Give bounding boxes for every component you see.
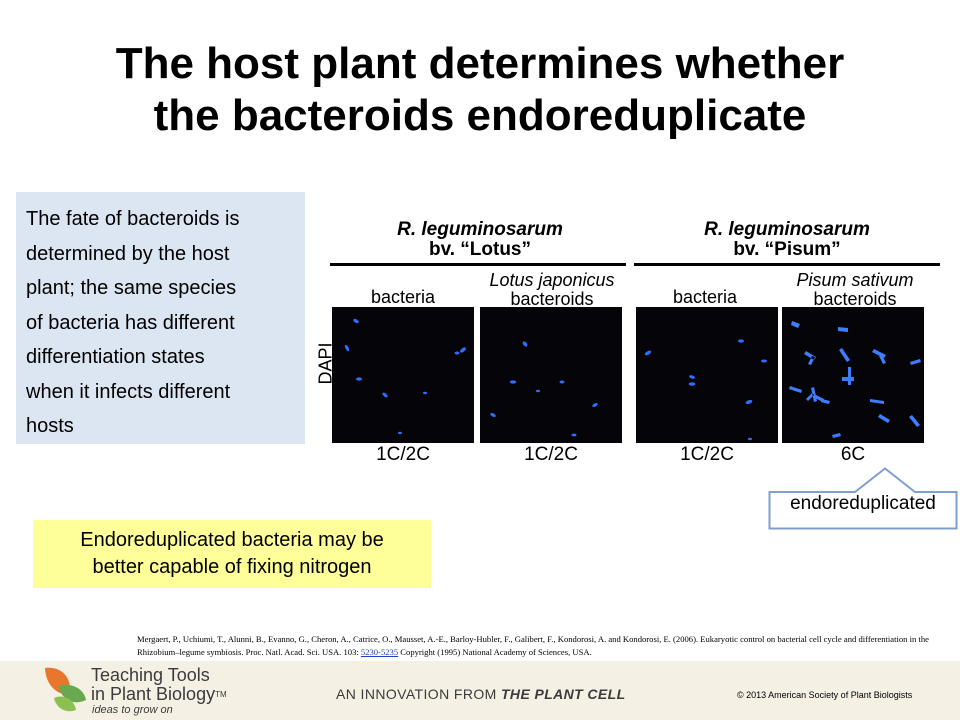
panel-label-2: Lotus japonicus bacteroids xyxy=(477,271,627,309)
panel-label-text: bacteria xyxy=(370,287,436,307)
panel-label-4: Pisum sativum bacteroids xyxy=(780,271,930,309)
panel-label-text: bacteroids xyxy=(510,289,594,309)
panel-label-1: bacteria xyxy=(332,288,474,307)
nitrogen-note-line-2: better capable of fixing nitrogen xyxy=(92,556,372,578)
panel-label-3: bacteria xyxy=(634,288,776,307)
plant-leaf-logo-icon xyxy=(45,667,86,712)
innovation-statement: AN INNOVATION FROM THE PLANT CELL xyxy=(336,686,626,702)
explanation-line: differentiation states xyxy=(26,346,205,368)
endoreduplicated-callout-text: endoreduplicated xyxy=(790,493,936,514)
innovation-prefix: AN INNOVATION FROM xyxy=(336,686,501,702)
brand-tagline: ideas to grow on xyxy=(92,704,173,716)
explanation-line: plant; the same species xyxy=(26,277,237,299)
strain-header-pisum: R. leguminosarum bv. “Pisum” xyxy=(634,220,940,260)
explanation-line: when it infects different xyxy=(26,380,231,403)
strain-rule-lotus xyxy=(330,263,626,266)
brand-name-line-1: Teaching Tools xyxy=(91,665,210,685)
ploidy-label-4: 6C xyxy=(840,444,866,465)
explanation-line: of bacteria has different xyxy=(26,311,235,334)
endoreduplicated-callout-shape xyxy=(768,467,958,530)
fluorescence-image xyxy=(490,341,598,437)
dapi-panel-lotus-bacteria xyxy=(332,307,474,443)
strain-species: R. leguminosarum xyxy=(397,219,563,240)
ploidy-label-3: 1C/2C xyxy=(680,444,734,465)
fluorescence-image xyxy=(344,318,466,435)
dapi-panel-pisum-bacteroids xyxy=(782,307,924,443)
citation-pages-link[interactable]: 5230-5235 xyxy=(360,646,399,657)
panel-host-text: Lotus japonicus xyxy=(489,270,615,290)
strain-header-lotus: R. leguminosarum bv. “Lotus” xyxy=(330,220,630,260)
fluorescence-image xyxy=(644,339,767,441)
explanation-line: hosts xyxy=(26,415,74,437)
microscopy-figure: R. leguminosarum bv. “Lotus” R. legumino… xyxy=(300,210,940,480)
strain-biovar: bv. “Lotus” xyxy=(428,239,532,260)
title-line-1: The host plant determines whether xyxy=(115,39,845,88)
slide-title: The host plant determines whether the ba… xyxy=(0,38,960,142)
ploidy-label-2: 1C/2C xyxy=(524,444,578,465)
trademark-mark: TM xyxy=(215,690,227,699)
explanation-text: The fate of bacteroids is determined by … xyxy=(16,192,305,444)
strain-species: R. leguminosarum xyxy=(704,219,870,240)
panel-host-text: Pisum sativum xyxy=(796,270,914,290)
citation-copyright: Copyright (1995) National Academy of Sci… xyxy=(398,646,592,657)
strain-rule-pisum xyxy=(634,263,940,266)
citation-text: Mergaert, P., Uchiumi, T., Alunni, B., E… xyxy=(137,634,929,657)
dapi-panel-pisum-bacteria xyxy=(636,307,778,443)
explanation-line: The fate of bacteroids is xyxy=(26,208,240,230)
innovation-journal: THE PLANT CELL xyxy=(500,686,626,702)
footer-bar xyxy=(0,661,960,720)
title-line-2: the bacteroids endoreduplicate xyxy=(153,91,807,140)
dapi-panel-lotus-bacteroids xyxy=(480,307,622,443)
nitrogen-note-line-1: Endoreduplicated bacteria may be xyxy=(80,529,384,551)
ploidy-label-1: 1C/2C xyxy=(376,444,430,465)
nitrogen-note-box: Endoreduplicated bacteria may be better … xyxy=(33,520,431,588)
brand-name-line-2-text: in Plant Biology xyxy=(91,684,216,704)
explanation-line: determined by the host xyxy=(26,242,230,265)
brand-name-line-2: in Plant BiologyTM xyxy=(91,685,227,704)
citation: Mergaert, P., Uchiumi, T., Alunni, B., E… xyxy=(137,633,952,658)
copyright-notice: © 2013 American Society of Plant Biologi… xyxy=(737,690,913,700)
explanation-box: The fate of bacteroids is determined by … xyxy=(16,192,305,444)
fluorescence-image xyxy=(789,321,921,438)
panel-label-text: bacteroids xyxy=(813,289,897,309)
panel-label-text: bacteria xyxy=(672,287,738,307)
strain-biovar: bv. “Pisum” xyxy=(733,239,841,260)
